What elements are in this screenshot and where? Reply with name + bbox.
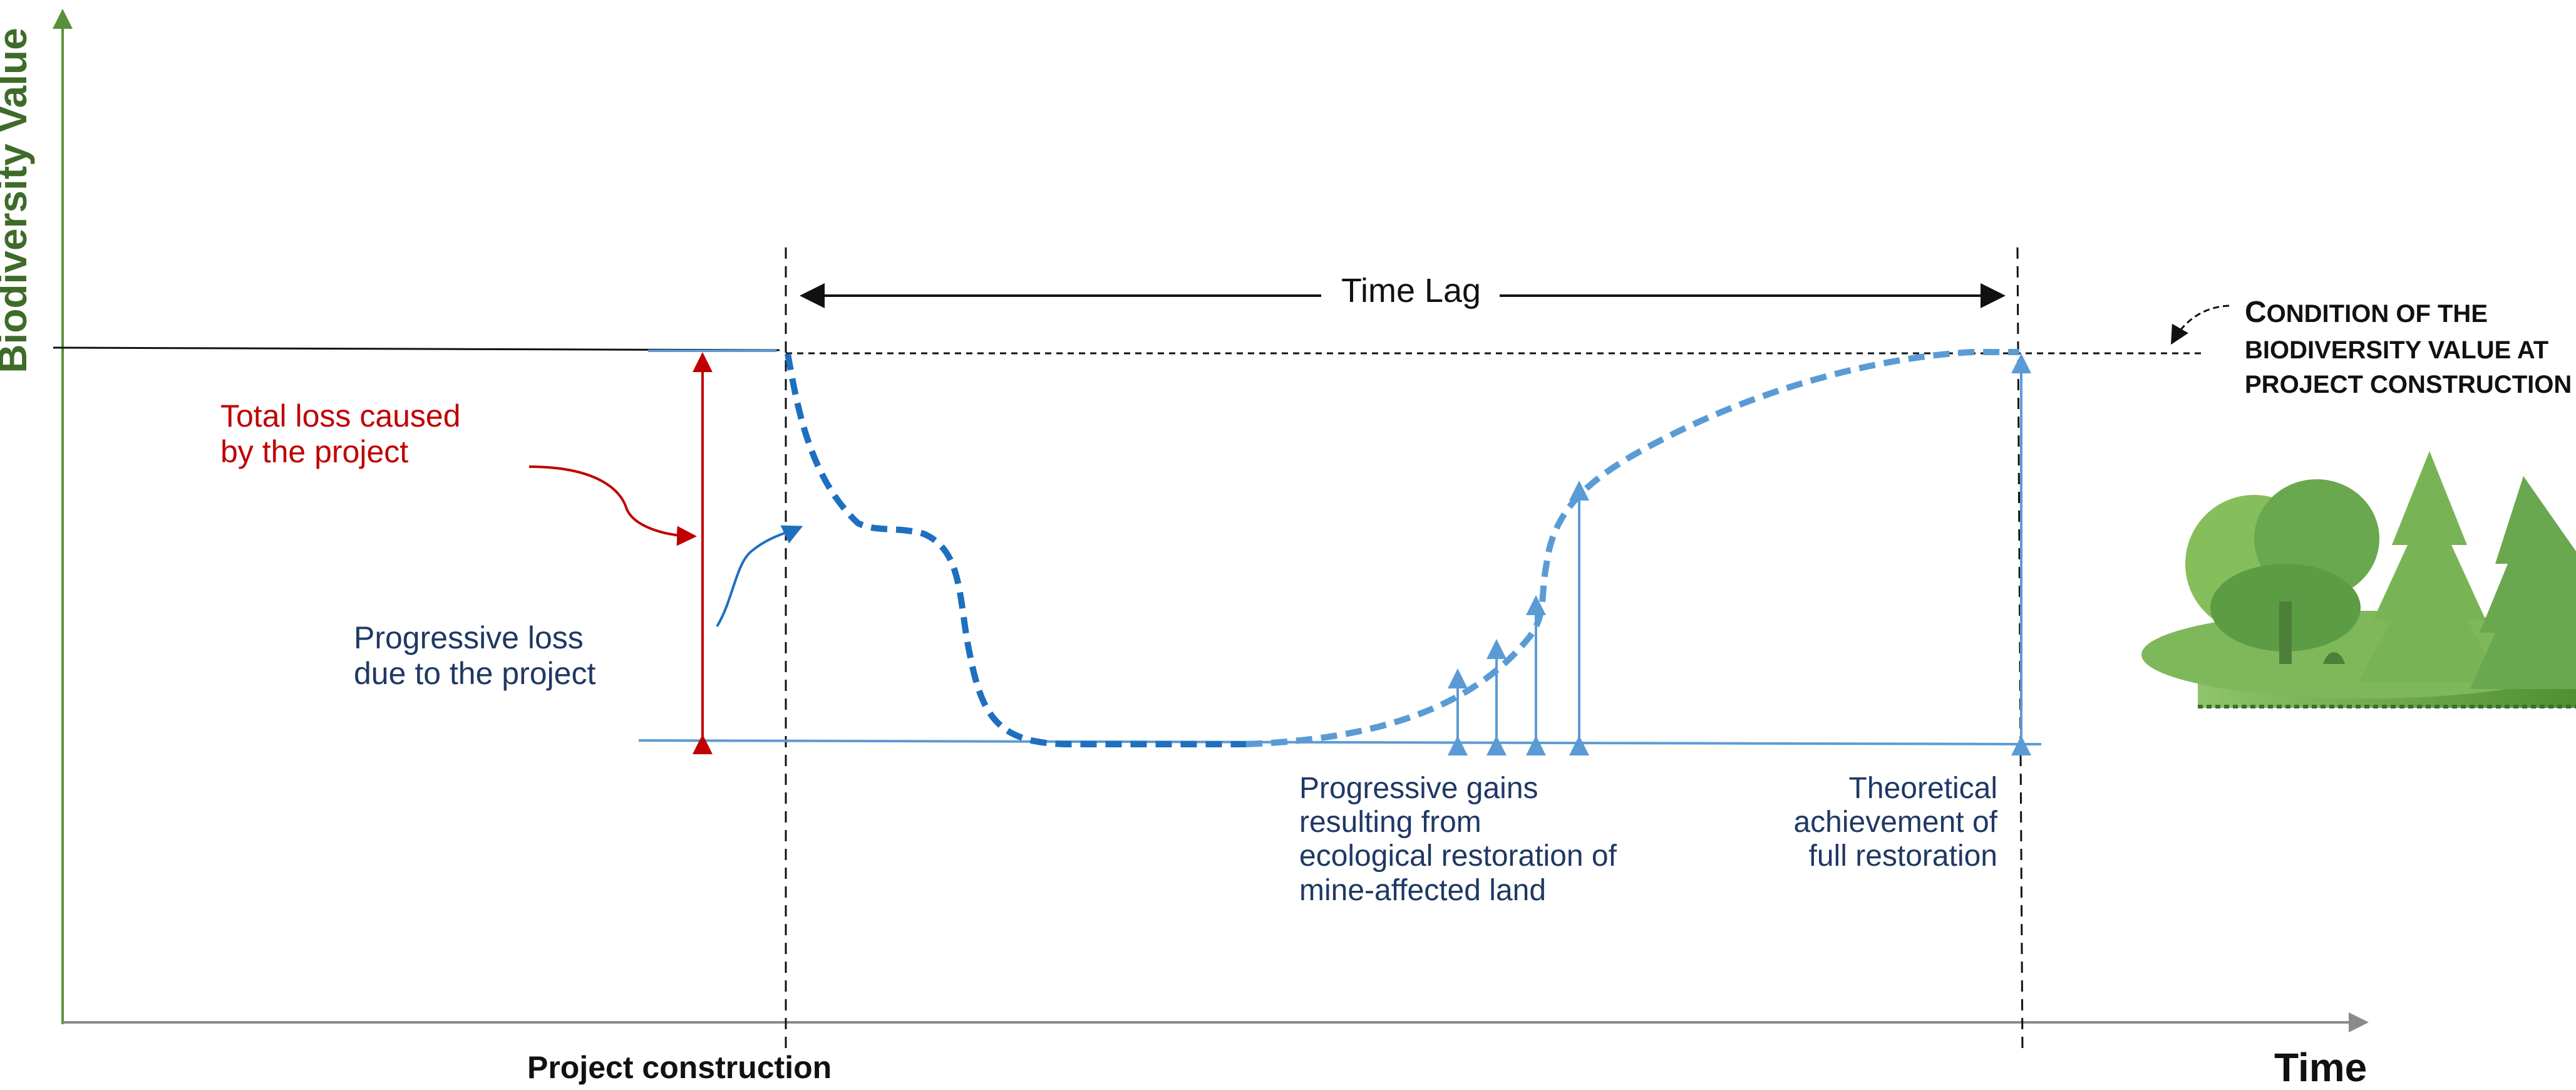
progressive-loss-line: Progressive loss: [354, 620, 584, 655]
condition-rest: ONDITION OF THE: [2266, 300, 2488, 328]
full-restoration-line: full restoration: [1808, 839, 1997, 873]
condition-line: PROJECT CONSTRUCTION: [2245, 371, 2572, 399]
condition-initial: C: [2245, 296, 2267, 329]
progressive-loss-label: Progressive loss due to the project: [354, 620, 595, 691]
y-axis-label: Biodiversity Value: [0, 28, 35, 373]
progressive-loss-line: due to the project: [354, 655, 596, 691]
trees-icon: [2141, 451, 2576, 708]
project-construction-label: Project construction: [527, 1050, 832, 1085]
loss-floor-line: [638, 739, 2042, 745]
full-restoration-line: Theoretical: [1848, 772, 1997, 805]
progressive-gains-label: Progressive gains resulting from ecologi…: [1299, 772, 1617, 908]
condition-pointer: [2171, 304, 2230, 345]
condition-line: CONDITION OF THE: [2245, 292, 2572, 333]
total-loss-label: Total loss caused by the project: [220, 398, 461, 469]
total-loss-line: by the project: [220, 433, 409, 469]
progressive-gains-line: resulting from: [1299, 806, 1481, 839]
condition-line: BIODIVERSITY VALUE AT: [2245, 336, 2549, 365]
progressive-gains-line: Progressive gains: [1299, 772, 1538, 805]
full-restoration-label: Theoretical achievement of full restorat…: [1747, 772, 1997, 874]
progressive-loss-curve: [785, 353, 1246, 747]
progressive-gains-line: ecological restoration of: [1299, 839, 1617, 873]
total-loss-pointer: [528, 465, 697, 546]
progressive-loss-pointer: [716, 525, 803, 628]
progressive-gains-line: mine-affected land: [1299, 873, 1547, 907]
total-loss-line: Total loss caused: [220, 398, 461, 433]
x-axis-label: Time: [2274, 1045, 2367, 1090]
time-lag-label: Time Lag: [1327, 272, 1495, 311]
restoration-curve: [1245, 349, 2019, 747]
condition-label: CONDITION OF THE BIODIVERSITY VALUE AT P…: [2245, 292, 2572, 403]
full-restoration-line: achievement of: [1793, 806, 1997, 839]
